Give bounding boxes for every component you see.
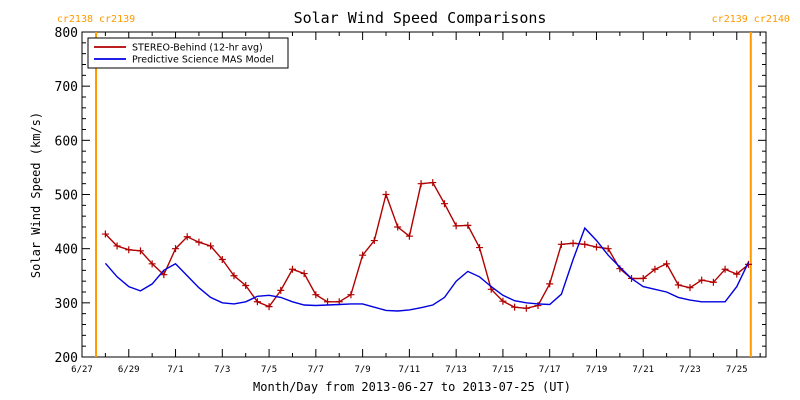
carrington-label: cr2138 cr2139 <box>57 14 135 25</box>
data-point <box>125 246 133 254</box>
data-point <box>288 265 296 273</box>
data-point <box>230 272 238 280</box>
data-point <box>300 270 308 278</box>
data-point <box>651 265 659 273</box>
y-tick-label: 600 <box>55 134 78 149</box>
plot-area: 200 300 400 500 600 700 800 6/27 6/29 7/1 7/3 7/5 7/… <box>55 14 790 375</box>
data-point <box>195 238 203 246</box>
x-tick-label: 7/7 <box>308 365 324 375</box>
data-point <box>499 297 507 305</box>
x-tick-label: 7/1 <box>167 365 183 375</box>
data-point <box>663 260 671 268</box>
y-axis-label: Solar Wind Speed (km/s) <box>29 112 43 278</box>
data-point <box>557 240 565 248</box>
data-point <box>265 303 273 311</box>
y-tick-label: 300 <box>55 297 78 312</box>
data-point <box>546 280 554 288</box>
data-point <box>347 291 355 299</box>
x-axis-label: Month/Day from 2013-06-27 to 2013-07-25 … <box>253 380 571 394</box>
x-tick-label: 7/9 <box>354 365 370 375</box>
data-point <box>394 223 402 231</box>
y-tick-label: 800 <box>55 26 78 41</box>
y-tick-label: 700 <box>55 80 78 95</box>
chart-title: Solar Wind Speed Comparisons <box>294 9 547 27</box>
x-tick-label: 7/17 <box>539 365 561 375</box>
carrington-label: cr2139 cr2140 <box>712 14 790 25</box>
data-point <box>183 233 191 241</box>
data-point <box>207 242 215 250</box>
data-point <box>440 200 448 208</box>
series-line-1 <box>104 226 750 312</box>
data-point <box>476 244 484 252</box>
x-tick-label: 7/19 <box>586 365 608 375</box>
x-tick-label: 7/3 <box>214 365 230 375</box>
data-point <box>312 291 320 299</box>
y-tick-label: 400 <box>55 243 78 258</box>
data-point <box>464 221 472 229</box>
data-point <box>417 180 425 188</box>
data-point <box>253 298 261 306</box>
data-point <box>709 278 717 286</box>
x-tick-label: 7/25 <box>726 365 748 375</box>
data-point <box>277 286 285 294</box>
data-point <box>581 240 589 248</box>
x-tick-label: 7/15 <box>492 365 514 375</box>
data-point <box>721 265 729 273</box>
plot-frame <box>81 31 767 358</box>
data-point <box>511 303 519 311</box>
data-point <box>359 251 367 259</box>
data-point <box>452 222 460 230</box>
data-point <box>160 271 168 279</box>
legend-label: STEREO-Behind (12-hr avg) <box>132 43 263 54</box>
y-tick-label: 200 <box>55 351 78 366</box>
data-point <box>172 245 180 253</box>
data-point <box>522 304 530 312</box>
data-point <box>639 274 647 282</box>
data-point <box>218 256 226 263</box>
data-point <box>136 247 144 255</box>
data-point <box>429 179 437 187</box>
chart-legend: STEREO-Behind (12-hr avg)Predictive Scie… <box>87 37 289 69</box>
data-point <box>370 237 378 245</box>
x-tick-label: 7/23 <box>679 365 701 375</box>
x-tick-label: 7/11 <box>399 365 421 375</box>
y-tick-label: 500 <box>55 189 78 204</box>
x-tick-label: 6/27 <box>71 365 93 375</box>
data-point <box>382 191 390 198</box>
data-point <box>101 230 109 238</box>
data-point <box>148 260 156 268</box>
data-point <box>242 282 250 289</box>
data-point <box>405 232 413 240</box>
data-point <box>569 239 577 247</box>
data-point <box>698 276 706 284</box>
data-point <box>113 242 121 250</box>
data-point <box>733 270 741 278</box>
data-point <box>744 260 752 268</box>
data-point <box>674 281 682 289</box>
x-tick-label: 7/21 <box>632 365 654 375</box>
legend-label: Predictive Science MAS Model <box>132 55 274 66</box>
x-tick-label: 6/29 <box>118 365 140 375</box>
x-tick-label: 7/13 <box>445 365 467 375</box>
data-point <box>604 245 612 253</box>
legend-box <box>87 37 289 69</box>
data-point <box>324 298 332 306</box>
data-point <box>686 284 694 292</box>
x-tick-label: 7/5 <box>261 365 277 375</box>
data-point <box>592 243 600 251</box>
